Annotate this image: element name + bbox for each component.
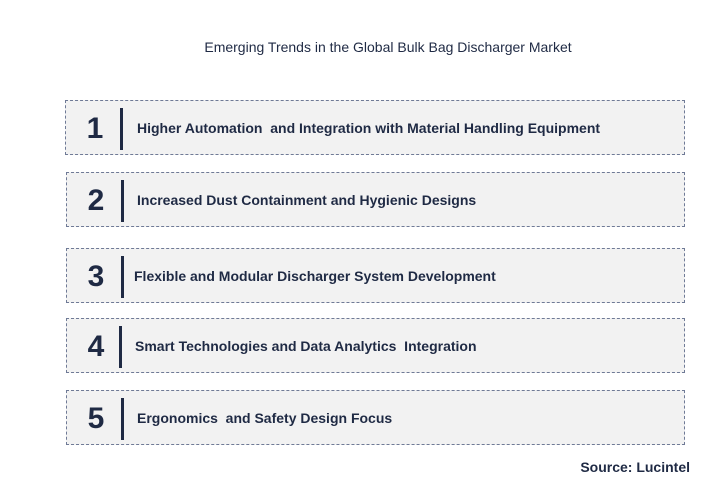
trend-label: Increased Dust Containment and Hygienic … [137, 192, 477, 208]
diagram-title: Emerging Trends in the Global Bulk Bag D… [204, 39, 572, 55]
trend-item-5: 5 Ergonomics and Safety Design Focus [66, 390, 685, 445]
trend-number: 1 [86, 112, 104, 145]
trend-label: Ergonomics and Safety Design Focus [137, 410, 393, 426]
trend-divider [119, 326, 122, 368]
trend-number: 2 [87, 184, 105, 217]
trend-item-2: 2 Increased Dust Containment and Hygieni… [66, 172, 685, 227]
trend-label: Smart Technologies and Data Analytics In… [135, 338, 477, 354]
trend-label: Higher Automation and Integration with M… [137, 120, 601, 136]
trend-divider [121, 180, 124, 222]
trend-number: 3 [87, 260, 105, 293]
trend-item-4: 4 Smart Technologies and Data Analytics … [66, 318, 685, 373]
trend-divider [121, 256, 124, 298]
trend-item-3: 3 Flexible and Modular Discharger System… [66, 248, 685, 303]
trend-number: 4 [87, 330, 105, 363]
trend-divider [120, 108, 123, 150]
trend-divider [121, 398, 124, 440]
trend-item-1: 1 Higher Automation and Integration with… [65, 100, 685, 155]
source-credit: Source: Lucintel [580, 459, 690, 475]
trend-label: Flexible and Modular Discharger System D… [134, 268, 496, 284]
trend-number: 5 [87, 402, 105, 435]
